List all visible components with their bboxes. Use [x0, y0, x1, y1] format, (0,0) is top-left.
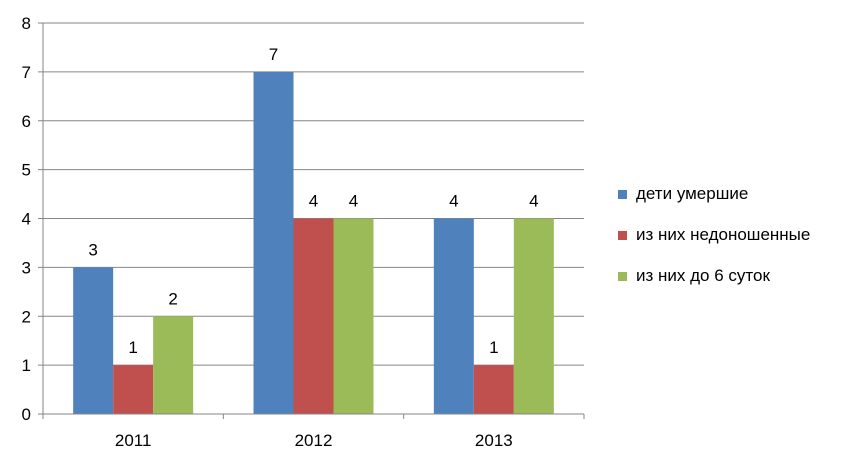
bar — [253, 71, 294, 414]
bar — [113, 365, 154, 414]
legend-item: из них до 6 суток — [618, 266, 810, 286]
legend-label: дети умершие — [636, 184, 749, 203]
data-label: 3 — [88, 240, 97, 259]
legend-item: из них недоношенные — [618, 225, 810, 245]
x-tick-label: 2011 — [115, 431, 152, 450]
data-label: 4 — [529, 192, 538, 211]
y-tick-label: 5 — [22, 161, 31, 180]
data-label: 1 — [489, 338, 498, 357]
y-tick-label: 6 — [22, 112, 31, 131]
y-tick-label: 1 — [22, 356, 31, 375]
bar — [293, 218, 334, 414]
data-label: 2 — [168, 289, 177, 308]
legend: дети умершие из них недоношенные из них … — [618, 184, 810, 307]
bar — [433, 218, 474, 414]
bar — [513, 218, 554, 414]
bar — [73, 267, 114, 414]
bar — [473, 365, 514, 414]
y-axis: 0 1 2 3 4 5 6 7 8 — [22, 14, 44, 424]
bar — [333, 218, 374, 414]
legend-item: дети умершие — [618, 184, 810, 204]
y-tick-label: 4 — [22, 210, 31, 229]
y-tick-label: 0 — [22, 405, 31, 424]
x-tick-label: 2013 — [475, 431, 513, 450]
data-label: 4 — [349, 192, 358, 211]
y-tick-label: 2 — [22, 307, 31, 326]
x-axis: 2011 2012 2013 — [42, 413, 585, 450]
data-labels: 3 1 2 7 4 4 4 1 4 — [88, 45, 538, 357]
legend-swatch — [618, 189, 627, 199]
y-tick-label: 7 — [22, 63, 31, 82]
legend-label: из них недоношенные — [636, 225, 811, 244]
data-label: 1 — [128, 338, 137, 357]
bar — [153, 316, 194, 414]
legend-label: из них до 6 суток — [636, 266, 770, 285]
data-label: 7 — [269, 45, 278, 64]
legend-swatch — [618, 230, 627, 240]
legend-swatch — [618, 271, 627, 281]
x-tick-label: 2012 — [295, 431, 333, 450]
data-label: 4 — [449, 192, 458, 211]
bars — [73, 71, 554, 414]
y-tick-label: 8 — [22, 14, 31, 33]
data-label: 4 — [309, 192, 318, 211]
y-tick-label: 3 — [22, 258, 31, 277]
